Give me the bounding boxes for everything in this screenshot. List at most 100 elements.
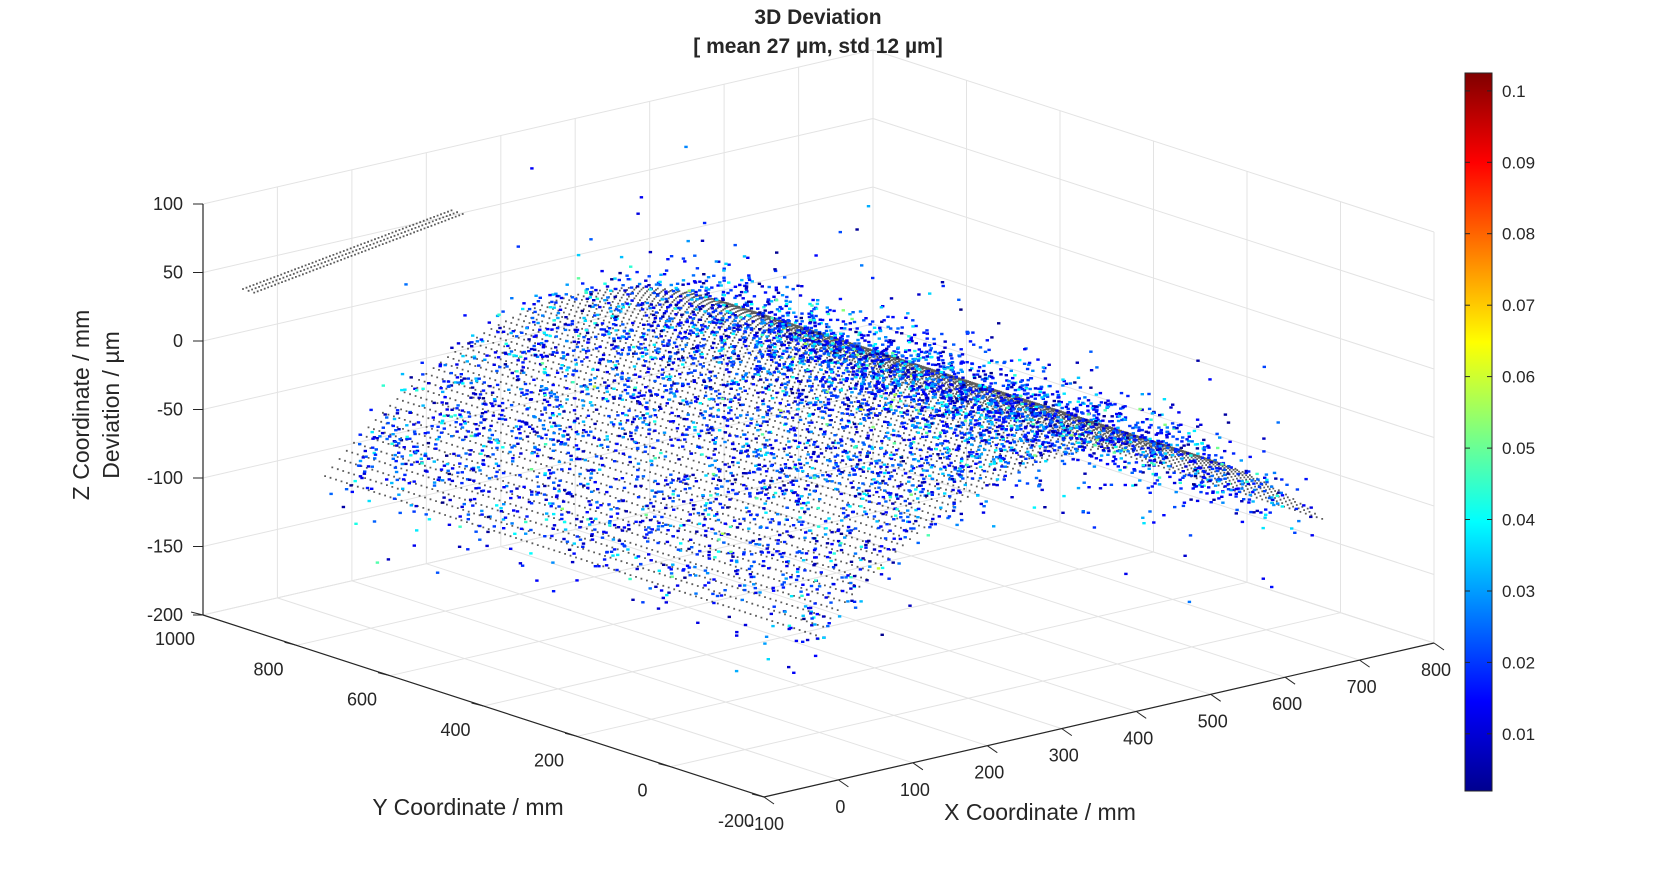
deviation-point: [1013, 434, 1016, 436]
deviation-point: [822, 332, 825, 334]
deviation-point: [783, 366, 786, 368]
deviation-point: [971, 477, 974, 479]
deviation-point: [1139, 470, 1142, 472]
deviation-point: [931, 494, 934, 496]
deviation-point: [631, 599, 634, 601]
deviation-point: [652, 314, 655, 316]
deviation-point: [932, 396, 935, 398]
deviation-point: [875, 462, 878, 464]
deviation-point: [951, 361, 954, 363]
deviation-point: [1121, 437, 1124, 439]
deviation-point: [612, 538, 615, 540]
deviation-point: [623, 384, 626, 386]
deviation-point: [609, 310, 612, 312]
deviation-point: [616, 512, 619, 514]
deviation-point: [605, 564, 608, 566]
deviation-point: [1049, 425, 1052, 427]
deviation-point: [519, 437, 522, 439]
deviation-point: [461, 355, 464, 357]
deviation-point: [605, 387, 608, 389]
deviation-point: [728, 498, 731, 500]
deviation-point: [628, 456, 631, 458]
deviation-point: [682, 359, 685, 361]
deviation-point: [934, 523, 937, 525]
deviation-point: [814, 655, 817, 657]
deviation-point: [1158, 476, 1161, 478]
deviation-point: [552, 422, 555, 424]
deviation-point: [728, 316, 731, 318]
deviation-point: [621, 427, 624, 429]
deviation-point: [544, 394, 547, 396]
deviation-point: [718, 350, 721, 352]
deviation-point: [796, 494, 799, 496]
deviation-point: [1082, 510, 1085, 512]
deviation-point: [734, 286, 737, 288]
deviation-point: [606, 371, 609, 373]
deviation-point: [841, 412, 844, 414]
deviation-point: [576, 535, 579, 537]
deviation-point: [1132, 438, 1135, 440]
deviation-point: [754, 357, 757, 359]
deviation-point: [1220, 496, 1223, 498]
deviation-point: [1095, 457, 1098, 459]
deviation-point: [373, 520, 376, 522]
deviation-point: [848, 313, 851, 315]
deviation-point: [1201, 457, 1204, 459]
deviation-point: [512, 509, 515, 511]
deviation-point: [564, 316, 567, 318]
deviation-point: [594, 565, 597, 567]
deviation-point: [928, 352, 931, 354]
deviation-point: [937, 363, 940, 365]
deviation-point: [917, 393, 920, 395]
deviation-point: [1051, 393, 1054, 395]
deviation-point: [736, 462, 739, 464]
deviation-point: [632, 397, 635, 399]
deviation-point: [1093, 444, 1096, 446]
deviation-point: [1102, 430, 1105, 432]
deviation-point: [884, 537, 887, 539]
deviation-point: [502, 503, 505, 505]
deviation-point: [1087, 413, 1090, 415]
deviation-point: [842, 378, 845, 380]
deviation-point: [696, 329, 699, 331]
deviation-point: [530, 167, 533, 169]
deviation-point: [687, 519, 690, 521]
deviation-point: [948, 495, 951, 497]
deviation-point: [801, 389, 804, 391]
deviation-point: [1310, 506, 1313, 508]
deviation-point: [972, 344, 975, 346]
deviation-point: [692, 362, 695, 364]
deviation-point: [745, 282, 748, 284]
deviation-point: [618, 435, 621, 437]
deviation-point: [623, 330, 626, 332]
deviation-point: [670, 368, 673, 370]
deviation-point: [621, 412, 624, 414]
deviation-point: [852, 474, 855, 476]
deviation-point: [397, 452, 400, 454]
deviation-point: [529, 529, 532, 531]
deviation-point: [1235, 509, 1238, 511]
deviation-point: [633, 441, 636, 443]
deviation-point: [995, 456, 998, 458]
deviation-point: [754, 368, 757, 370]
deviation-point: [775, 289, 778, 291]
deviation-point: [813, 537, 816, 539]
deviation-point: [598, 306, 601, 308]
deviation-point: [658, 570, 661, 572]
deviation-point: [1214, 485, 1217, 487]
deviation-point: [847, 526, 850, 528]
deviation-point: [551, 561, 554, 563]
deviation-point: [974, 463, 977, 465]
deviation-point: [441, 401, 444, 403]
deviation-point: [734, 478, 737, 480]
deviation-point: [939, 379, 942, 381]
deviation-point: [748, 472, 751, 474]
deviation-point: [813, 441, 816, 443]
deviation-point: [653, 380, 656, 382]
deviation-point: [611, 554, 614, 556]
deviation-point: [910, 465, 913, 467]
deviation-point: [1037, 484, 1040, 486]
deviation-point: [726, 292, 729, 294]
deviation-point: [859, 505, 862, 507]
